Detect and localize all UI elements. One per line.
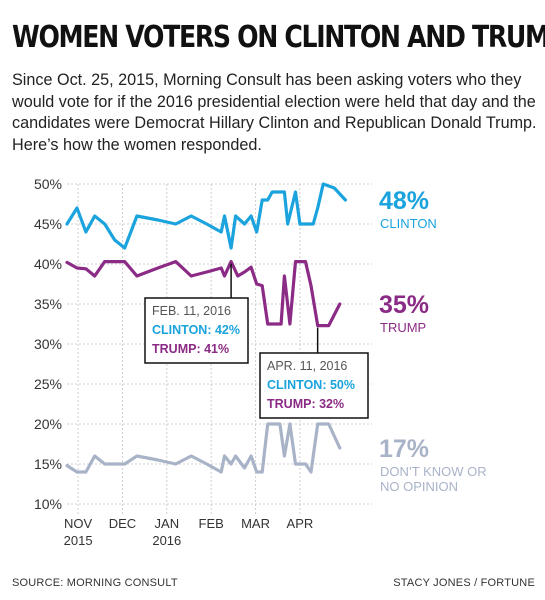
annotation-date: APR. 11, 2016: [267, 359, 347, 373]
end-label-undecided: NO OPINION: [380, 479, 458, 494]
x-tick-label: FEB: [199, 516, 224, 531]
annotation-trump: TRUMP: 32%: [267, 397, 344, 411]
x-tick-label: APR: [287, 516, 314, 531]
source-note: SOURCE: MORNING CONSULT: [12, 577, 178, 589]
end-label-clinton: CLINTON: [380, 216, 437, 231]
chart-subtitle: Since Oct. 25, 2015, Morning Consult has…: [12, 71, 537, 154]
series-line-undecided: [65, 422, 342, 474]
annotation-clinton: CLINTON: 42%: [152, 323, 240, 337]
end-value-trump: 35%: [379, 291, 429, 319]
y-tick-label: 50%: [34, 176, 62, 192]
end-value-undecided: 17%: [379, 435, 429, 463]
y-tick-label: 40%: [34, 256, 62, 272]
annotation-box: [259, 352, 369, 419]
annotation-date: FEB. 11, 2016: [152, 304, 231, 318]
y-tick-label: 30%: [34, 336, 62, 352]
x-tick-year: 2015: [64, 533, 93, 548]
annotation-clinton: CLINTON: 50%: [267, 378, 355, 392]
end-value-clinton: 48%: [379, 187, 429, 215]
y-tick-label: 35%: [34, 296, 62, 312]
series-line-trump: [65, 260, 342, 328]
y-tick-label: 25%: [34, 376, 62, 392]
annotation-box: [144, 297, 249, 364]
end-label-undecided: DON’T KNOW OR: [380, 464, 487, 479]
x-tick-label: DEC: [109, 516, 136, 531]
x-tick-label: JAN: [155, 516, 180, 531]
annotations: FEB. 11, 2016 CLINTON: 42% TRUMP: 41% APR. …: [144, 263, 369, 419]
y-tick-label: 45%: [34, 216, 62, 232]
series-line-clinton: [65, 182, 347, 250]
annotation-trump: TRUMP: 41%: [152, 342, 229, 356]
y-tick-label: 10%: [34, 496, 62, 512]
y-tick-label: 20%: [34, 416, 62, 432]
x-tick-label: NOV: [64, 516, 93, 531]
y-tick-label: 15%: [34, 456, 62, 472]
credit-note: STACY JONES / FORTUNE: [393, 577, 535, 589]
series-lines: [65, 182, 347, 474]
x-tick-label: MAR: [241, 516, 270, 531]
y-axis: 10% 15% 20% 25% 30% 35% 40% 45% 50%: [34, 176, 62, 512]
x-axis: NOV 2015 DEC JAN 2016 FEB MAR APR: [64, 516, 314, 548]
end-label-trump: TRUMP: [380, 320, 426, 335]
x-tick-year: 2016: [152, 533, 181, 548]
